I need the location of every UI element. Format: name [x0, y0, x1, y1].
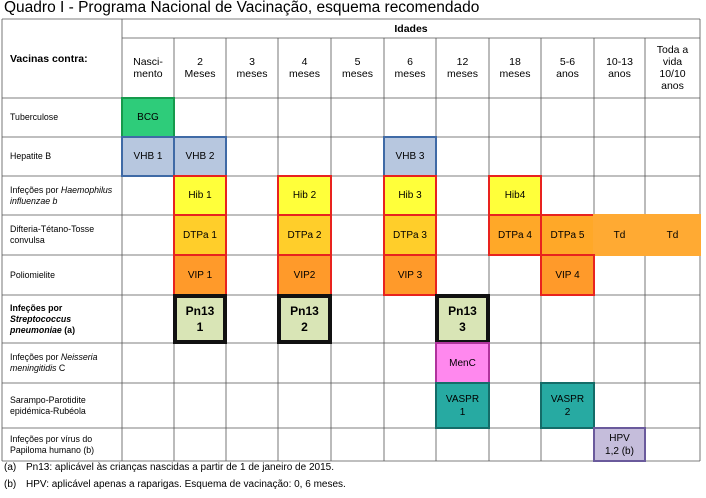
vaccine-cell: Hib 2	[277, 175, 332, 216]
ages-header: Idades	[394, 22, 428, 35]
age-header: 10-13 anos	[606, 56, 633, 80]
vaccine-cell: DTPa 1	[173, 214, 227, 256]
age-header: Nasci- mento	[133, 56, 163, 80]
age-header: Toda a vida 10/10 anos	[656, 44, 689, 92]
vaccine-cell: Pn13 1	[173, 294, 227, 344]
vaccine-cell: VIP 3	[383, 254, 437, 296]
vaccine-cell: Td	[593, 214, 646, 256]
vaccine-cell: Td	[644, 214, 701, 256]
vaccine-cell: Hib4	[488, 175, 542, 216]
vaccine-cell: BCG	[121, 97, 175, 138]
vaccine-cell: VASPR 2	[540, 382, 595, 429]
vaccine-cell: Pn13 2	[277, 294, 332, 344]
vaccine-cell: Pn13 3	[435, 294, 490, 344]
vaccine-cell: VIP 4	[540, 254, 595, 296]
row-label: Hepatite B	[10, 151, 52, 161]
row-label: Infeções por Neisseria meningitidis C	[10, 352, 98, 373]
footnote-b-text: HPV: aplicável apenas a raparigas. Esque…	[26, 479, 346, 490]
vaccine-cell: MenC	[435, 342, 490, 384]
age-header: 4 meses	[289, 56, 320, 80]
footnote-a-text: Pn13: aplicável às crianças nascidas a p…	[26, 462, 334, 473]
vaccine-cell: VHB 2	[173, 136, 227, 177]
vaccine-cell: DTPa 4	[488, 214, 542, 256]
row-label: Tuberculose	[10, 112, 59, 122]
vaccine-cell: VHB 1	[121, 136, 175, 177]
footnote-a-tag: (a)	[4, 462, 17, 473]
row-label: Sarampo-Parotidite epidémica-Rubéola	[10, 394, 86, 416]
vaccine-cell: VHB 3	[383, 136, 437, 177]
row-label: Infeções por Haemophilus influenzae b	[10, 184, 113, 206]
footnote-b: (b) HPV: aplicável apenas a raparigas. Es…	[4, 479, 346, 490]
age-header: 18 meses	[499, 56, 531, 80]
age-header: 5 meses	[342, 56, 373, 80]
footnote-b-tag: (b)	[4, 479, 17, 490]
row-label: Poliomielite	[10, 269, 55, 280]
row-label: Infeções por Streptococcus pneumoniae (a…	[10, 302, 76, 335]
vaccine-cell: DTPa 2	[277, 214, 332, 256]
vaccine-cell: HPV 1,2 (b)	[593, 427, 646, 462]
row-label: Difteria-Tétano-Tosse convulsa	[10, 224, 95, 245]
footnote-a: (a) Pn13: aplicável às crianças nascidas …	[4, 462, 334, 473]
vaccines-against-header: Vacinas contra:	[10, 52, 88, 65]
vaccine-cell: VIP2	[277, 254, 332, 296]
row-label: Infeções por vírus do Papiloma humano (b…	[10, 433, 95, 455]
age-header: 2 Meses	[184, 56, 216, 80]
vaccine-cell: DTPa 5	[540, 214, 595, 256]
vaccine-cell: Hib 1	[173, 175, 227, 216]
vaccine-cell: VASPR 1	[435, 382, 490, 429]
age-header: 6 meses	[394, 56, 426, 80]
vaccine-cell: DTPa 3	[383, 214, 437, 256]
age-header: 12 meses	[447, 56, 478, 80]
vaccine-cell: VIP 1	[173, 254, 227, 296]
page-title: Quadro I - Programa Nacional de Vacinaçã…	[4, 0, 480, 16]
age-header: 3 meses	[236, 56, 268, 80]
age-header: 5-6 anos	[556, 56, 579, 80]
vaccine-cell: Hib 3	[383, 175, 437, 216]
